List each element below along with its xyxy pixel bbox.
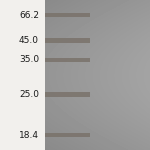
Bar xyxy=(45,38,90,43)
FancyBboxPatch shape xyxy=(0,0,45,150)
Text: 66.2: 66.2 xyxy=(19,11,39,20)
Text: 18.4: 18.4 xyxy=(19,130,39,140)
Bar xyxy=(45,92,90,97)
Text: 25.0: 25.0 xyxy=(19,90,39,99)
Bar xyxy=(45,13,90,17)
Text: 35.0: 35.0 xyxy=(19,56,39,64)
Bar xyxy=(45,133,90,137)
Bar xyxy=(45,58,90,62)
Text: 45.0: 45.0 xyxy=(19,36,39,45)
